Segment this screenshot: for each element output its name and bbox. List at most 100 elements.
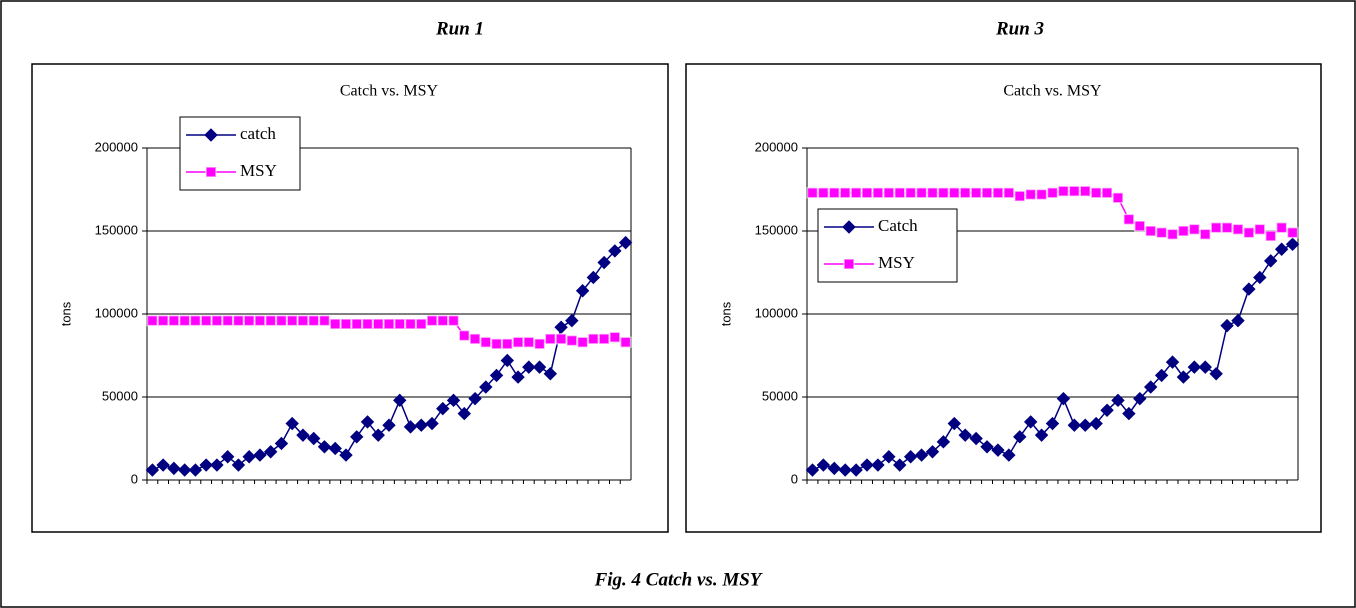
point (1024, 188, 1037, 201)
point (253, 448, 267, 462)
point (199, 458, 213, 472)
point (860, 458, 874, 472)
point (883, 187, 895, 199)
legend-label: MSY (878, 253, 915, 272)
point (157, 314, 169, 327)
point (969, 431, 983, 446)
point (1133, 391, 1147, 406)
point (849, 463, 863, 477)
point (1034, 428, 1049, 442)
point (522, 360, 536, 374)
point (827, 461, 841, 476)
point (1143, 380, 1158, 394)
point (991, 443, 1005, 457)
point (274, 436, 289, 451)
point (1023, 415, 1038, 429)
point (296, 428, 310, 442)
point (1056, 391, 1071, 406)
point (146, 314, 159, 327)
point (992, 187, 1004, 199)
point (490, 338, 503, 350)
point (264, 314, 277, 327)
y-tick-label: 150000 (95, 222, 138, 237)
point (188, 463, 203, 477)
point (1046, 187, 1059, 199)
point (597, 255, 611, 270)
point (177, 463, 192, 477)
point (523, 336, 535, 348)
point (285, 416, 299, 431)
point (608, 244, 622, 258)
point (489, 368, 504, 383)
point (805, 463, 820, 477)
point (404, 318, 417, 330)
point (981, 187, 993, 199)
y-tick-label: 0 (131, 471, 138, 486)
point (575, 284, 590, 298)
y-tick-label: 100000 (95, 305, 138, 320)
y-tick-label: 100000 (755, 305, 798, 320)
point (1210, 221, 1222, 234)
point (555, 333, 567, 345)
legend-marker (204, 128, 218, 142)
point (937, 187, 950, 199)
point (850, 187, 862, 199)
point (286, 314, 298, 327)
point (1122, 406, 1136, 421)
point (1275, 221, 1288, 234)
point (1209, 367, 1223, 381)
point (1176, 370, 1191, 384)
point (1286, 226, 1299, 239)
point (394, 318, 406, 330)
point (828, 187, 841, 199)
point (232, 314, 245, 327)
point (1254, 223, 1266, 236)
point (469, 333, 481, 345)
point (1199, 228, 1212, 241)
point (586, 270, 601, 285)
point (372, 318, 384, 330)
point (512, 336, 524, 348)
point (318, 314, 331, 327)
point (587, 333, 600, 345)
point (958, 428, 972, 442)
point (903, 450, 918, 464)
point (1166, 228, 1179, 241)
point (565, 313, 579, 328)
point (403, 420, 418, 434)
point (1079, 185, 1091, 197)
chart-frame (31, 63, 669, 533)
point (980, 440, 994, 454)
point (383, 318, 395, 330)
point (307, 431, 321, 446)
point (414, 418, 428, 432)
point (329, 318, 341, 330)
point (893, 458, 907, 472)
point (211, 314, 223, 327)
point (340, 318, 352, 330)
point (1045, 416, 1060, 431)
point (947, 416, 962, 431)
point (178, 314, 191, 327)
point (479, 380, 493, 394)
point (1144, 225, 1157, 237)
point (1067, 418, 1082, 432)
point (959, 187, 971, 199)
point (1264, 254, 1278, 268)
point (371, 428, 385, 442)
point (156, 458, 170, 472)
point (458, 329, 471, 342)
point (275, 314, 288, 327)
point (1198, 360, 1212, 374)
chart-frame (685, 63, 1322, 533)
point (1014, 190, 1026, 202)
legend-box (817, 208, 958, 283)
point (806, 187, 819, 199)
point (242, 450, 256, 464)
point (1123, 213, 1135, 226)
point (533, 338, 546, 350)
point (210, 458, 224, 472)
point (1003, 187, 1015, 199)
